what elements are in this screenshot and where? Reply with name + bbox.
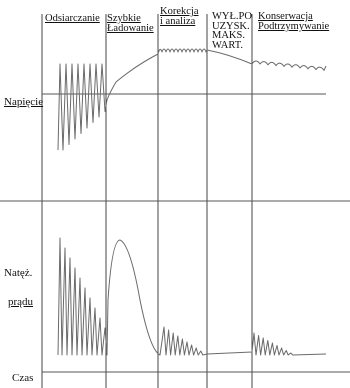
- phase-label-desulfation: Odsiarczanie: [45, 13, 100, 24]
- phase-label-fast-charge-line2: Ładowanie: [107, 23, 154, 34]
- current-axis-label-line2: prądu: [8, 296, 34, 308]
- current-axis-label-line1: Natęż.: [4, 267, 33, 279]
- phase-label-off-max-line3: MAKS.: [212, 30, 245, 41]
- voltage-trace: [57, 48, 327, 151]
- phase-label-off-max: WYŁ.PO UZYSK. MAKS. WART.: [212, 11, 252, 51]
- phase-label-maintenance: Konserwacja Podtrzymywanie: [258, 11, 330, 32]
- phase-label-off-max-line1: WYŁ.PO: [212, 11, 252, 22]
- phase-label-fast-charge-line1: Szybkie: [107, 13, 141, 24]
- phase-label-off-max-line4: WART.: [212, 39, 243, 51]
- phase-grid: [0, 14, 350, 388]
- phase-label-correction-line1: Korekcja: [160, 6, 199, 17]
- phase-label-correction-line2: i analiza: [160, 16, 196, 27]
- voltage-axis-label: Napięcie: [4, 96, 44, 108]
- phase-label-maintenance-line2: Podtrzymywanie: [258, 21, 330, 32]
- current-trace: [57, 237, 327, 356]
- phase-label-fast-charge: Szybkie Ładowanie: [107, 13, 154, 34]
- signal-traces: [57, 48, 327, 356]
- phase-label-maintenance-line1: Konserwacja: [258, 11, 313, 22]
- time-axis-label: Czas: [12, 372, 34, 384]
- phase-label-correction: Korekcja i analiza: [160, 6, 199, 27]
- phase-label-off-max-line2: UZYSK.: [212, 20, 250, 32]
